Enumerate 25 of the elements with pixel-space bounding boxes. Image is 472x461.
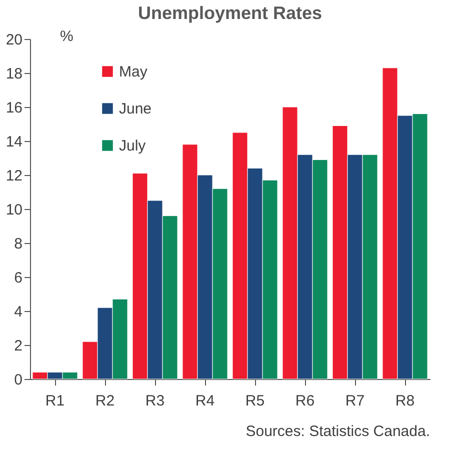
y-tick-label: 12 xyxy=(6,168,22,184)
x-tick-label: R6 xyxy=(295,392,315,410)
x-tick-label: R3 xyxy=(145,392,165,410)
x-tick-label: R1 xyxy=(45,392,65,410)
x-tick-label: R8 xyxy=(395,392,415,410)
y-tick-label: 6 xyxy=(14,270,22,286)
y-tick-label: 0 xyxy=(14,372,22,388)
x-tick-label: R7 xyxy=(345,392,365,410)
x-tick-label: R4 xyxy=(195,392,215,410)
y-tick-label: 4 xyxy=(14,304,22,320)
x-tick-label: R2 xyxy=(95,392,115,410)
legend-label: May xyxy=(119,64,148,80)
legend-label: June xyxy=(119,100,152,118)
y-tick-label: 8 xyxy=(14,236,22,252)
x-tick-label: R5 xyxy=(245,392,265,410)
y-tick-label: 16 xyxy=(6,100,22,116)
y-tick-label: 18 xyxy=(6,66,22,82)
y-tick-label: 2 xyxy=(14,338,22,354)
legend-label: July xyxy=(119,138,146,154)
y-axis-title: % xyxy=(60,28,74,45)
y-tick-label: 10 xyxy=(6,202,22,218)
y-tick-label: 14 xyxy=(6,134,22,150)
y-tick-label: 20 xyxy=(6,32,22,48)
source-note: Sources: Statistics Canada. xyxy=(246,423,430,440)
chart-title: Unemployment Rates xyxy=(138,3,322,23)
